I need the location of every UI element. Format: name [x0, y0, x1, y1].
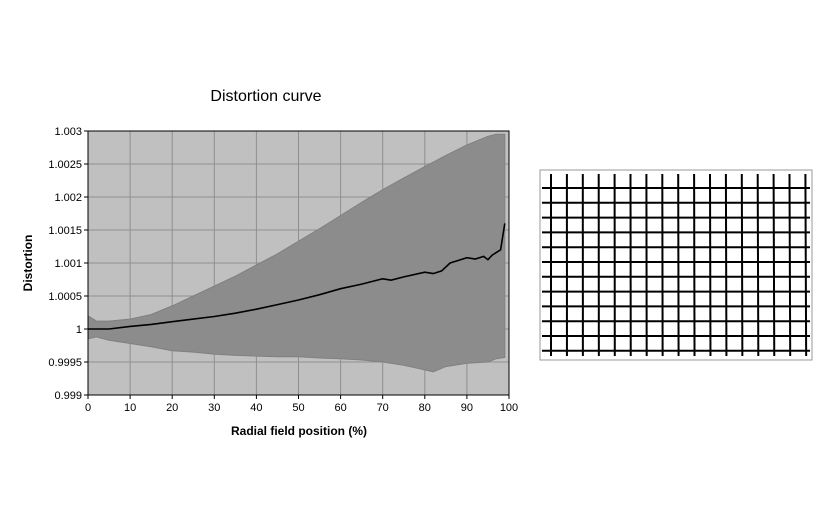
grid-image-frame [539, 169, 813, 361]
x-tick-label: 90 [461, 402, 473, 414]
x-tick-label: 100 [500, 402, 518, 414]
y-tick-label: 1.0015 [48, 225, 82, 237]
y-tick-label: 1.0005 [48, 291, 82, 303]
x-tick-label: 20 [166, 402, 178, 414]
y-tick-label: 1.001 [54, 258, 82, 270]
x-tick-label: 40 [250, 402, 262, 414]
y-tick-label: 1.0025 [48, 159, 82, 171]
grid-vertical-line [740, 173, 744, 357]
x-tick-label: 30 [208, 402, 220, 414]
y-tick-label: 1 [76, 324, 82, 336]
y-tick-label: 0.9995 [48, 357, 82, 369]
x-tick-label: 70 [377, 402, 389, 414]
grid-vertical-line [788, 173, 792, 357]
y-axis: 0.999 0.9995 1 1.0005 1.001 1.0015 1.002 1.0025… [48, 126, 88, 402]
x-axis: 0 10 20 30 40 50 60 70 80 90 100 [85, 395, 518, 414]
grid-vertical-line [756, 173, 760, 357]
y-tick-label: 1.003 [54, 126, 82, 138]
grid-vertical-line [724, 173, 728, 357]
x-tick-label: 60 [334, 402, 346, 414]
distortion-range-band [87, 133, 506, 373]
plot-area [87, 130, 510, 396]
y-tick-label: 0.999 [54, 390, 82, 402]
chart-title: Distortion curve [210, 88, 321, 105]
y-tick-label: 1.002 [54, 192, 82, 204]
grid-vertical-line [772, 173, 776, 357]
x-tick-label: 0 [85, 402, 91, 414]
grid-vertical-line [804, 173, 808, 357]
mean-distortion-line [88, 223, 506, 330]
x-axis-title: Radial field position (%) [231, 424, 367, 438]
x-tick-label: 10 [124, 402, 136, 414]
x-tick-label: 50 [292, 402, 304, 414]
x-tick-label: 80 [419, 402, 431, 414]
y-axis-title: Distortion [21, 235, 35, 292]
distortion-grid-image [539, 169, 813, 361]
